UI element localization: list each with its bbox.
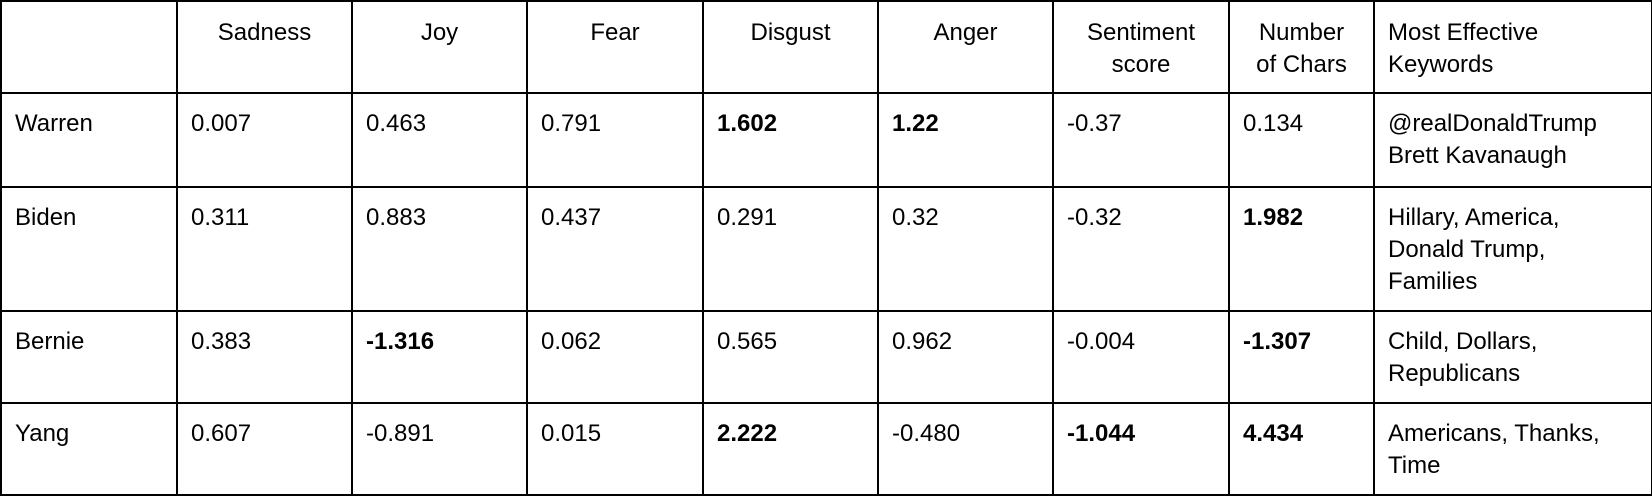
anger-header: Anger: [877, 0, 1054, 94]
keyword-line: Families: [1388, 268, 1478, 295]
anger-cell: 0.32: [877, 186, 1054, 312]
sentiment-cell: -1.044: [1052, 402, 1230, 496]
disgust-cell: 2.222: [702, 402, 879, 496]
number-of-chars-header: Number of Chars: [1228, 0, 1375, 94]
keyword-line: Donald Trump,: [1388, 236, 1546, 263]
keywords-cell: Americans, Thanks, Time: [1373, 402, 1652, 496]
table-row-warren: Warren 0.007 0.463 0.791 1.602 1.22 -0.3…: [0, 92, 1652, 188]
header-line: Most Effective: [1388, 19, 1539, 46]
keyword-line: Americans, Thanks,: [1388, 420, 1600, 447]
header-line: score: [1111, 51, 1171, 78]
keywords-header: Most Effective Keywords: [1373, 0, 1652, 94]
anger-cell: -0.480: [877, 402, 1054, 496]
chars-cell: 4.434: [1228, 402, 1375, 496]
joy-cell: -1.316: [351, 310, 528, 404]
fear-cell: 0.791: [526, 92, 704, 188]
sadness-cell: 0.007: [176, 92, 353, 188]
sentiment-cell: -0.32: [1052, 186, 1230, 312]
joy-cell: -0.891: [351, 402, 528, 496]
disgust-header: Disgust: [702, 0, 879, 94]
sentiment-cell: -0.004: [1052, 310, 1230, 404]
keyword-line: @realDonaldTrump: [1388, 110, 1597, 137]
sentiment-cell: -0.37: [1052, 92, 1230, 188]
row-name-cell: Biden: [0, 186, 178, 312]
sadness-cell: 0.311: [176, 186, 353, 312]
table-row-yang: Yang 0.607 -0.891 0.015 2.222 -0.480 -1.…: [0, 402, 1652, 496]
disgust-cell: 0.565: [702, 310, 879, 404]
chars-cell: -1.307: [1228, 310, 1375, 404]
keyword-line: Time: [1388, 452, 1441, 479]
row-name-cell: Yang: [0, 402, 178, 496]
joy-cell: 0.883: [351, 186, 528, 312]
table-row-bernie: Bernie 0.383 -1.316 0.062 0.565 0.962 -0…: [0, 310, 1652, 404]
header-row: Sadness Joy Fear Disgust Anger Sentiment…: [0, 0, 1652, 94]
fear-cell: 0.437: [526, 186, 704, 312]
keyword-line: Child, Dollars,: [1388, 328, 1538, 355]
header-line: Number: [1258, 19, 1345, 46]
row-name-cell: Warren: [0, 92, 178, 188]
anger-cell: 1.22: [877, 92, 1054, 188]
sentiment-score-header: Sentiment score: [1052, 0, 1230, 94]
header-line: Sentiment: [1086, 19, 1196, 46]
sadness-header: Sadness: [176, 0, 353, 94]
keyword-line: Hillary, America,: [1388, 204, 1560, 231]
fear-header: Fear: [526, 0, 704, 94]
keywords-cell: Child, Dollars, Republicans: [1373, 310, 1652, 404]
row-name-cell: Bernie: [0, 310, 178, 404]
joy-header: Joy: [351, 0, 528, 94]
disgust-cell: 1.602: [702, 92, 879, 188]
disgust-cell: 0.291: [702, 186, 879, 312]
joy-cell: 0.463: [351, 92, 528, 188]
sadness-cell: 0.607: [176, 402, 353, 496]
chars-cell: 0.134: [1228, 92, 1375, 188]
keywords-cell: Hillary, America, Donald Trump, Families: [1373, 186, 1652, 312]
header-line: of Chars: [1256, 51, 1347, 78]
keyword-line: Brett Kavanaugh: [1388, 142, 1567, 169]
fear-cell: 0.015: [526, 402, 704, 496]
keywords-cell: @realDonaldTrump Brett Kavanaugh: [1373, 92, 1652, 188]
corner-header-cell: [0, 0, 178, 94]
fear-cell: 0.062: [526, 310, 704, 404]
chars-cell: 1.982: [1228, 186, 1375, 312]
table-row-biden: Biden 0.311 0.883 0.437 0.291 0.32 -0.32…: [0, 186, 1652, 312]
sadness-cell: 0.383: [176, 310, 353, 404]
anger-cell: 0.962: [877, 310, 1054, 404]
keyword-line: Republicans: [1388, 360, 1521, 387]
header-line: Keywords: [1388, 51, 1494, 78]
